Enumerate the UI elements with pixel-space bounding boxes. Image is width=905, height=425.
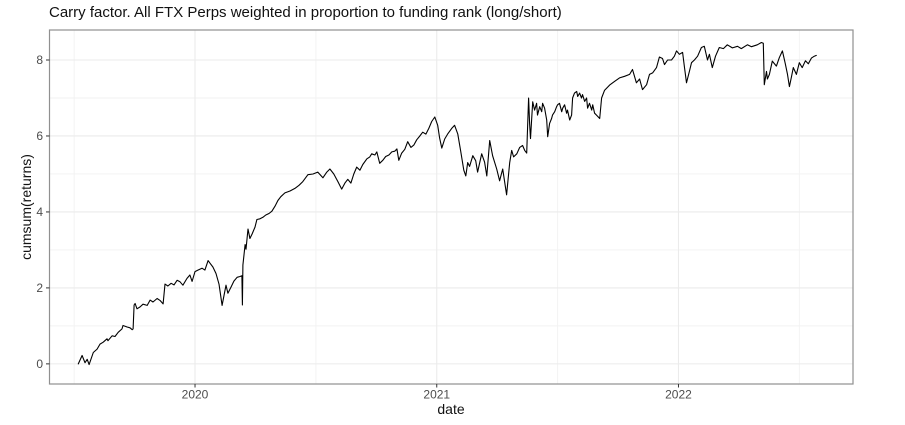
x-axis-title: date: [437, 401, 465, 417]
panel-background: [49, 30, 853, 384]
y-tick-label: 2: [36, 281, 43, 295]
x-tick-label: 2021: [423, 388, 450, 402]
y-tick-label: 4: [36, 205, 43, 219]
series-line: [77, 41, 817, 366]
chart-title: Carry factor. All FTX Perps weighted in …: [49, 4, 562, 21]
y-tick-label: 0: [36, 357, 43, 371]
y-tick-label: 6: [36, 129, 43, 143]
x-tick-label: 2020: [182, 388, 209, 402]
panel-border: [48, 29, 854, 385]
x-tick-label: 2022: [665, 388, 692, 402]
y-axis-title: cumsum(returns): [18, 154, 34, 260]
y-tick-label: 8: [36, 53, 43, 67]
